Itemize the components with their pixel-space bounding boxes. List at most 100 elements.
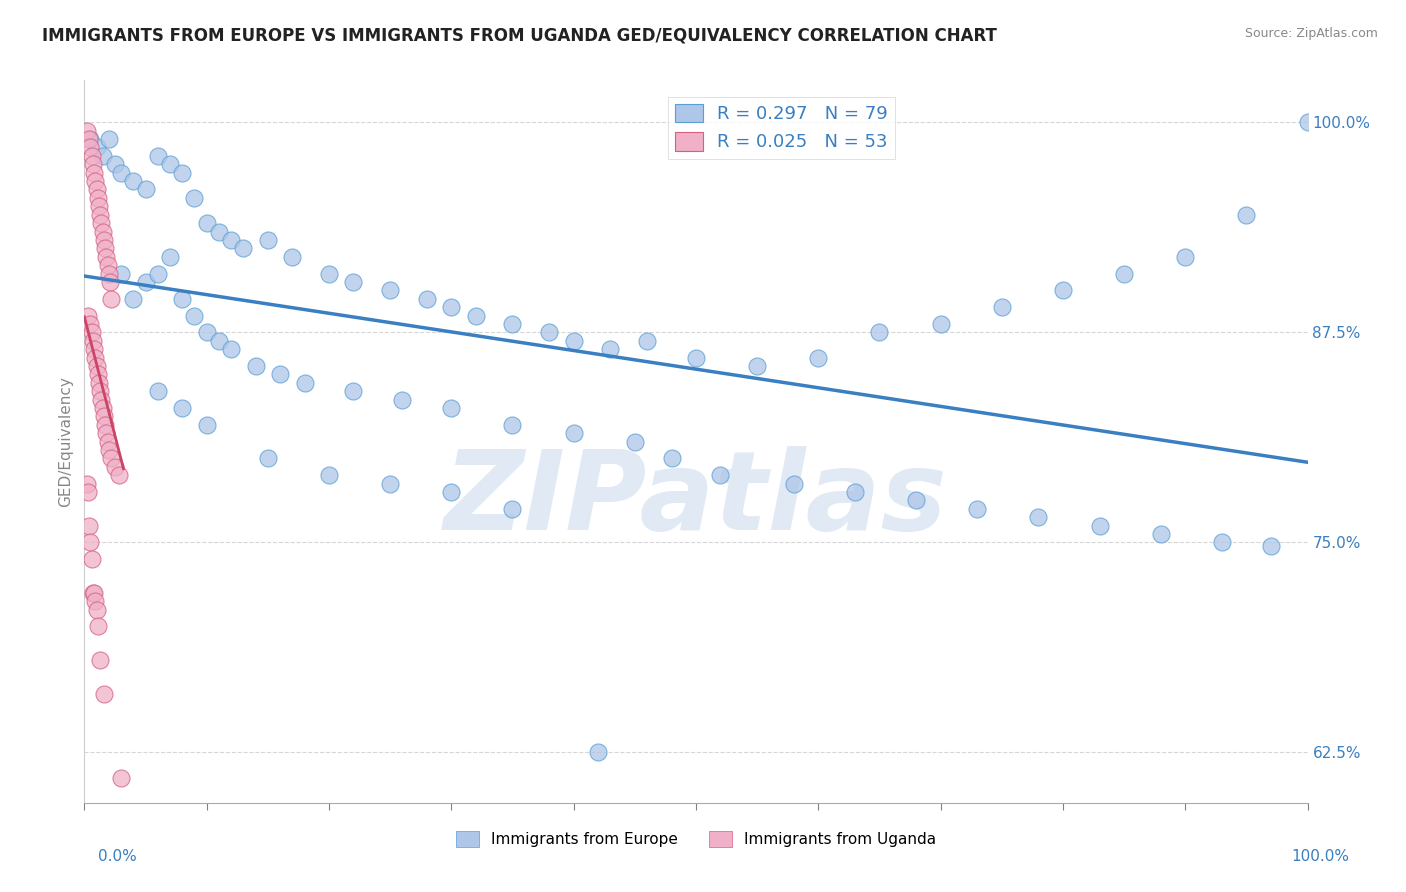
Point [97,267,120,281]
Point [183,309,205,323]
Point [586,745,609,759]
Point [87,191,110,205]
Point [84,351,107,365]
Point [1052,283,1074,297]
Point [869,326,891,340]
Point [77,309,100,323]
Point [159,250,181,264]
Point [905,493,928,508]
Text: IMMIGRANTS FROM EUROPE VS IMMIGRANTS FROM UGANDA GED/EQUIVALENCY CORRELATION CHA: IMMIGRANTS FROM EUROPE VS IMMIGRANTS FRO… [42,27,997,45]
Point [97,258,120,272]
Point [94,417,117,432]
Point [107,468,129,483]
Point [83,586,105,600]
Point [599,342,621,356]
Point [159,157,181,171]
Point [1236,208,1258,222]
Point [1088,518,1111,533]
Point [122,292,145,306]
Point [219,233,242,247]
Point [318,267,340,281]
Point [208,225,231,239]
Point [86,140,108,154]
Point [661,451,683,466]
Point [86,602,108,616]
Point [80,149,103,163]
Point [1260,539,1282,553]
Point [82,586,104,600]
Point [104,157,127,171]
Point [257,451,280,466]
Point [380,476,402,491]
Point [464,309,486,323]
Point [172,292,194,306]
Point [98,275,121,289]
Point [502,417,524,432]
Point [232,241,254,255]
Point [929,317,952,331]
Point [342,384,364,398]
Point [844,485,866,500]
Point [84,594,107,608]
Point [80,326,103,340]
Point [79,132,101,146]
Point [82,157,104,171]
Point [502,501,524,516]
Point [76,476,98,491]
Point [1028,510,1050,524]
Point [391,392,413,407]
Point [87,376,110,390]
Point [89,208,111,222]
Point [172,401,194,415]
Point [91,225,114,239]
Point [110,267,132,281]
Point [79,535,101,549]
Point [440,401,463,415]
Point [93,409,115,424]
Point [146,384,169,398]
Point [1174,250,1197,264]
Legend: R = 0.297   N = 79, R = 0.025   N = 53: R = 0.297 N = 79, R = 0.025 N = 53 [668,96,896,159]
Point [77,485,100,500]
Point [83,342,105,356]
Point [93,687,115,701]
Point [87,368,110,382]
Point [624,434,647,449]
Point [90,216,112,230]
Point [82,334,104,348]
Point [636,334,658,348]
Point [96,426,118,441]
Point [562,334,585,348]
Point [97,434,120,449]
Point [77,518,100,533]
Point [89,653,111,667]
Y-axis label: GED/Equivalency: GED/Equivalency [58,376,73,507]
Point [1114,267,1136,281]
Point [110,166,132,180]
Text: ZIPatlas: ZIPatlas [444,446,948,553]
Point [195,417,218,432]
Point [80,552,103,566]
Point [1211,535,1233,549]
Point [562,426,585,441]
Point [146,267,169,281]
Point [172,166,194,180]
Text: 100.0%: 100.0% [1292,849,1350,863]
Point [318,468,340,483]
Point [97,132,120,146]
Point [783,476,806,491]
Point [269,368,291,382]
Point [83,166,105,180]
Point [91,401,114,415]
Point [208,334,231,348]
Point [122,174,145,188]
Point [135,275,157,289]
Point [76,124,98,138]
Point [380,283,402,297]
Point [146,149,169,163]
Point [257,233,280,247]
Point [991,300,1014,314]
Point [195,326,218,340]
Point [93,233,115,247]
Point [245,359,267,373]
